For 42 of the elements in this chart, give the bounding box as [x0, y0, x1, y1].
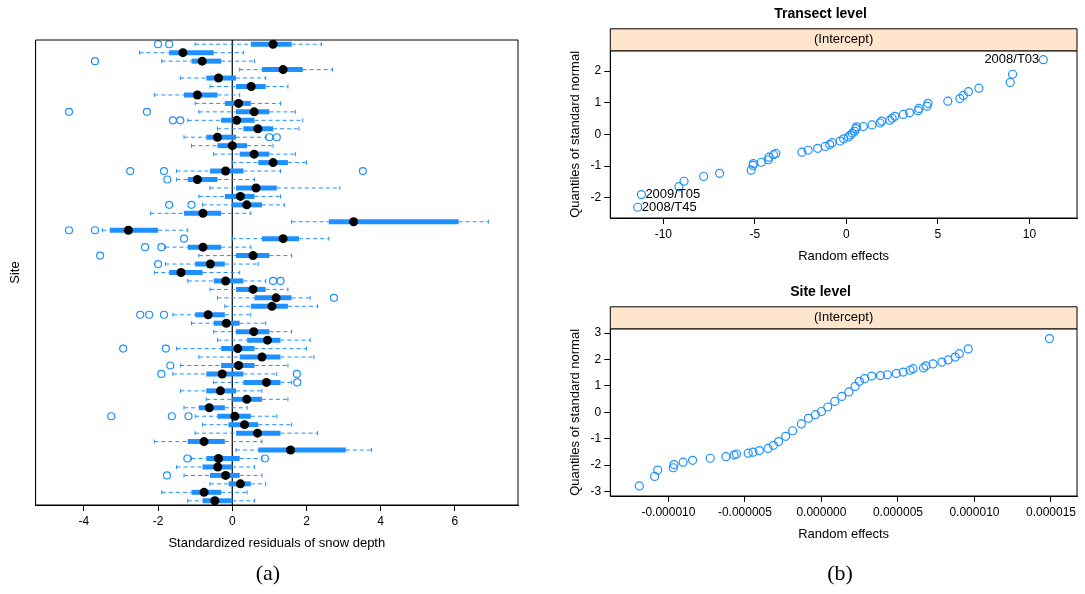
x-tick-label: 6 — [451, 513, 459, 528]
x-axis-title: Standardized residuals of snow depth — [168, 534, 386, 550]
x-tick-label: 0.000015 — [1025, 504, 1077, 519]
y-tick-label: 2 — [594, 351, 602, 366]
x-axis-title: Random effects — [798, 247, 890, 263]
x-tick-label: 5 — [934, 226, 942, 241]
x-tick-label: 0.000005 — [872, 504, 924, 519]
x-axis-title: Random effects — [798, 525, 890, 541]
x-tick-label: 10 — [1022, 226, 1037, 241]
x-tick-label: -5 — [749, 226, 761, 241]
x-tick-label: -0.000010 — [641, 504, 696, 519]
text: (a) — [254, 560, 282, 586]
x-tick-label: -4 — [78, 513, 90, 528]
x-tick-label: 0.000000 — [796, 504, 847, 519]
x-tick-label: 0 — [843, 226, 851, 241]
y-tick-label: -2 — [590, 457, 602, 472]
y-axis-title: Quantiles of standard normal — [567, 50, 583, 218]
x-tick-label: 0.000010 — [949, 504, 1000, 519]
text: (Intercept) — [814, 31, 874, 47]
y-tick-label: -1 — [590, 158, 602, 173]
chart-title: Site level — [790, 283, 851, 300]
x-tick-label: -2 — [152, 513, 164, 528]
y-axis-title: Site — [7, 261, 23, 284]
chart-title: Transect level — [774, 5, 867, 22]
y-tick-label: 0 — [594, 126, 602, 141]
x-tick-label: 2 — [303, 513, 311, 528]
x-tick-label: -10 — [654, 226, 673, 241]
text: (Intercept) — [814, 309, 874, 325]
x-tick-label: 4 — [377, 513, 385, 528]
y-tick-label: -1 — [590, 430, 602, 445]
y-tick-label: 3 — [594, 325, 602, 340]
x-tick-label: -0.000005 — [717, 504, 773, 519]
annotation: 2008/T03 — [984, 51, 1040, 67]
y-tick-label: 0 — [594, 404, 602, 419]
y-tick-label: 2 — [594, 63, 602, 78]
y-tick-label: 1 — [594, 378, 602, 393]
text: (b) — [826, 560, 854, 586]
x-tick-label: 0 — [228, 513, 236, 528]
y-axis-title: Quantiles of standard normal — [567, 328, 583, 496]
y-tick-label: -2 — [590, 190, 602, 205]
y-tick-label: 1 — [594, 95, 602, 110]
y-tick-label: -3 — [590, 483, 602, 498]
